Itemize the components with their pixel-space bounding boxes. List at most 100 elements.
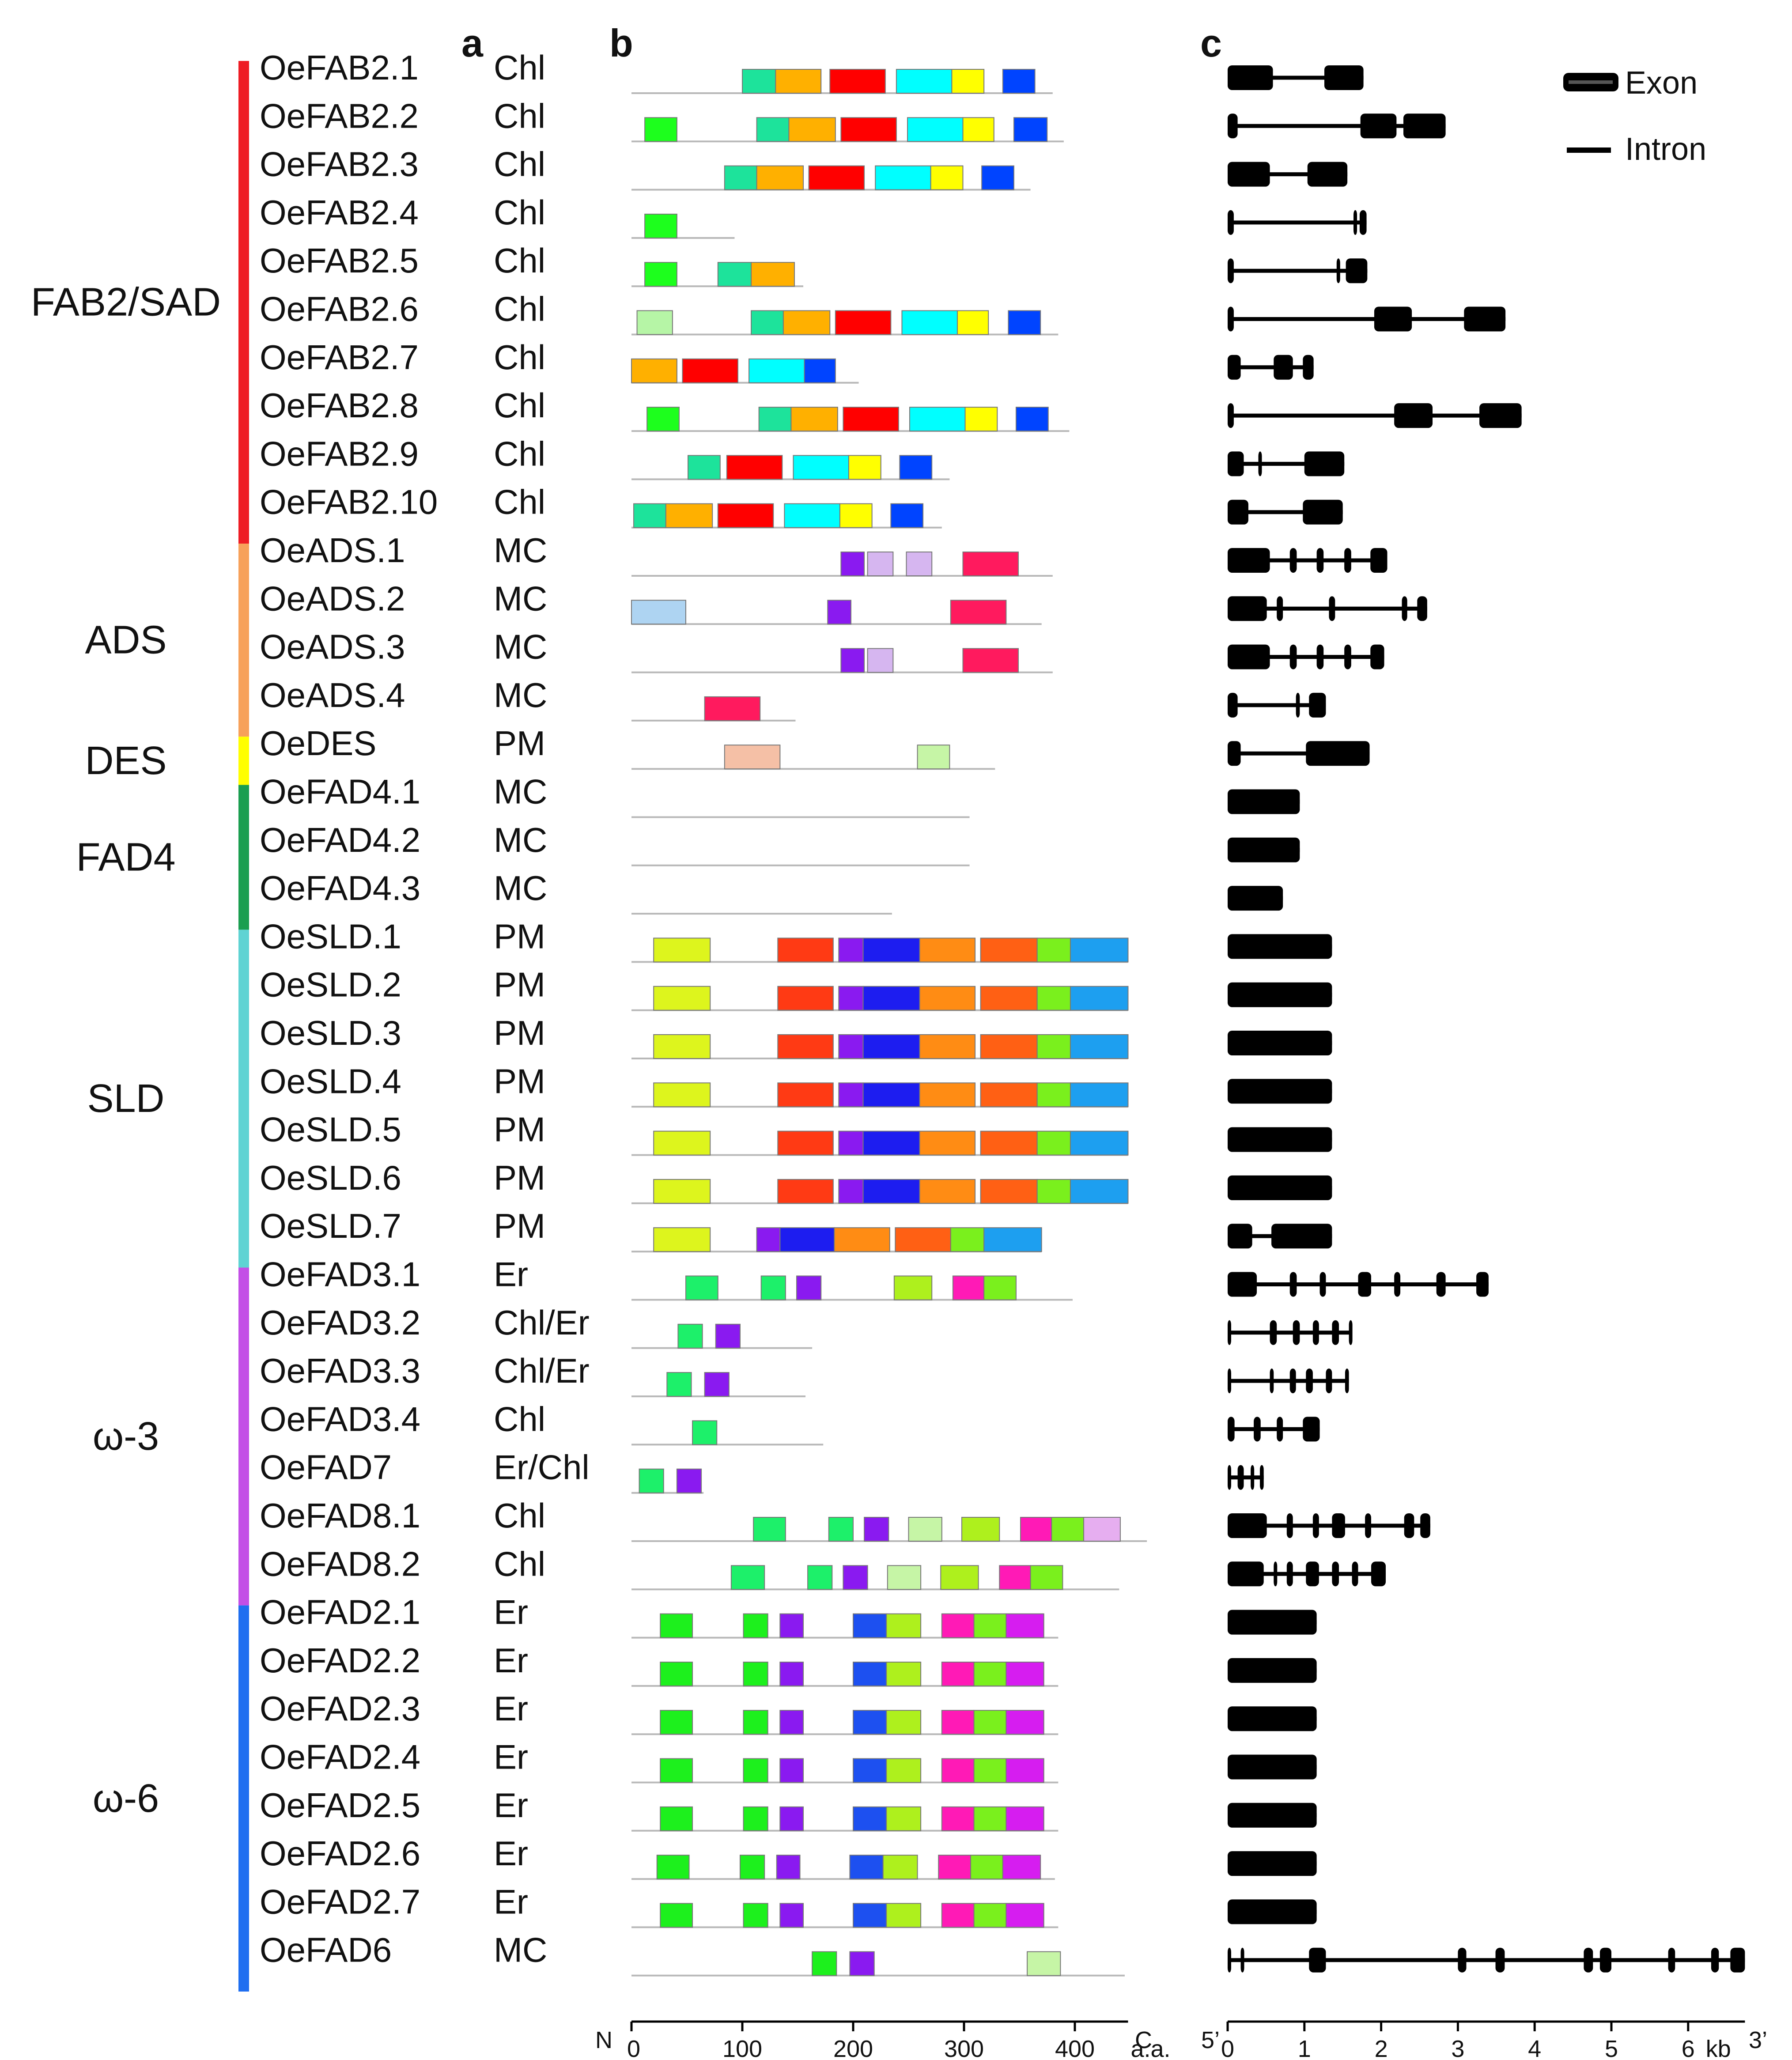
motif-box [853,1758,887,1783]
exon-box [1479,403,1522,428]
motif-box [1036,986,1071,1011]
exon-box [1289,644,1297,669]
motif-box [919,1130,976,1156]
gene-name-oesld-4: OeSLD.4 [260,1062,401,1100]
exon-box [1332,1513,1345,1538]
motif-box [1013,117,1048,142]
motif-box [1002,69,1036,94]
motif-box [983,1227,1042,1252]
family-label-w6: ω-6 [93,1777,159,1821]
exon-box [1316,644,1324,669]
location-oefad2-6: Er [494,1834,528,1873]
motif-box [784,503,840,528]
motif-box [980,937,1038,963]
gene-name-oefad2-6: OeFAD2.6 [260,1834,420,1873]
motif-box [715,1323,741,1349]
exon-box [1228,1658,1317,1683]
motif-box [644,262,677,287]
location-oefad2-2: Er [494,1641,528,1680]
motif-box [751,262,795,287]
location-oefab2-4: Chl [494,193,545,232]
motif-box [1070,1179,1129,1204]
exon-box [1228,692,1238,718]
motif-box [704,1372,730,1397]
location-oefad7: Er/Chl [494,1448,590,1487]
exon-box [1228,789,1300,814]
motif-box [973,1661,1007,1686]
exon-box [1228,644,1270,669]
motif-box [970,1855,1003,1880]
motif-box [660,1806,693,1831]
exon-box [1286,1561,1293,1587]
motif-box [901,310,958,335]
protein-length-axis: N C 0 100 200 300 400 a.a. [595,2020,1171,2060]
motif-box [1083,1517,1121,1542]
exon-box [1306,1368,1313,1394]
gene-name-oeads-3: OeADS.3 [260,627,405,666]
location-oefad3-4: Chl [494,1399,545,1438]
exon-box [1228,837,1300,862]
motif-box [950,600,1007,625]
gene-name-oefad3-3: OeFAD3.3 [260,1351,420,1390]
gene-name-oefab2-4: OeFAB2.4 [260,193,419,232]
motif-box [788,117,836,142]
motif-box [941,1806,975,1831]
motif-box [779,1227,835,1252]
gene-axis-tick-label: 2 [1375,2036,1388,2060]
motif-box [964,407,998,432]
location-oefad3-1: Er [494,1255,528,1294]
motif-box [1006,1710,1044,1735]
family-bar-fab2-sad [238,61,249,544]
motif-box [777,1130,834,1156]
motif-box [887,1565,922,1590]
motif-box [956,310,989,335]
motif-box [724,745,781,770]
location-oefab2-2: Chl [494,96,545,135]
motif-box [631,600,686,625]
motif-box [653,937,711,963]
gene-name-oefab2-7: OeFAB2.7 [260,338,419,377]
gene-name-oefab2-1: OeFAB2.1 [260,48,419,87]
motif-box [717,262,752,287]
exon-box [1458,1947,1467,1973]
family-label-fab2-sad: FAB2/SAD [31,280,221,325]
gene-name-oefad2-2: OeFAD2.2 [260,1641,420,1680]
family-bar-sld [238,930,249,1268]
motif-box [890,503,924,528]
gene-name-oefad2-7: OeFAD2.7 [260,1882,420,1921]
gene-name-oefab2-9: OeFAB2.9 [260,434,419,473]
motif-box [893,1275,933,1300]
family-bar-des [238,737,249,785]
motif-box [790,407,838,432]
motif-box [724,165,757,190]
motif-box [838,1130,864,1156]
location-oefad4-2: MC [494,820,547,859]
motif-box [756,117,790,142]
location-oedes: PM [494,724,545,763]
exon-box [1228,1079,1332,1104]
exon-box [1270,1320,1277,1345]
motif-box [779,1661,804,1686]
motif-box [919,1179,976,1204]
exon-box [1319,1272,1326,1297]
motif-box [779,1613,804,1638]
protein-axis-n-label: N [595,2027,612,2053]
motif-box [917,745,950,770]
exon-box [1374,306,1412,332]
gene-name-oefad4-1: OeFAD4.1 [260,772,420,811]
motif-box [636,310,673,335]
exon-box [1228,1465,1231,1490]
exon-box [1228,1851,1317,1876]
motif-box [660,1613,693,1638]
motif-box [1006,1758,1044,1783]
exon-box [1228,1272,1257,1297]
exon-box [1228,548,1270,573]
exon-box [1309,692,1326,718]
family-bar-w3 [238,1267,249,1606]
location-oeads-2: MC [494,579,547,618]
gene-name-oefad3-1: OeFAD3.1 [260,1255,420,1294]
exon-box [1228,1368,1231,1394]
motif-box [653,1179,711,1204]
gene-structure-panel [1228,65,1745,1973]
